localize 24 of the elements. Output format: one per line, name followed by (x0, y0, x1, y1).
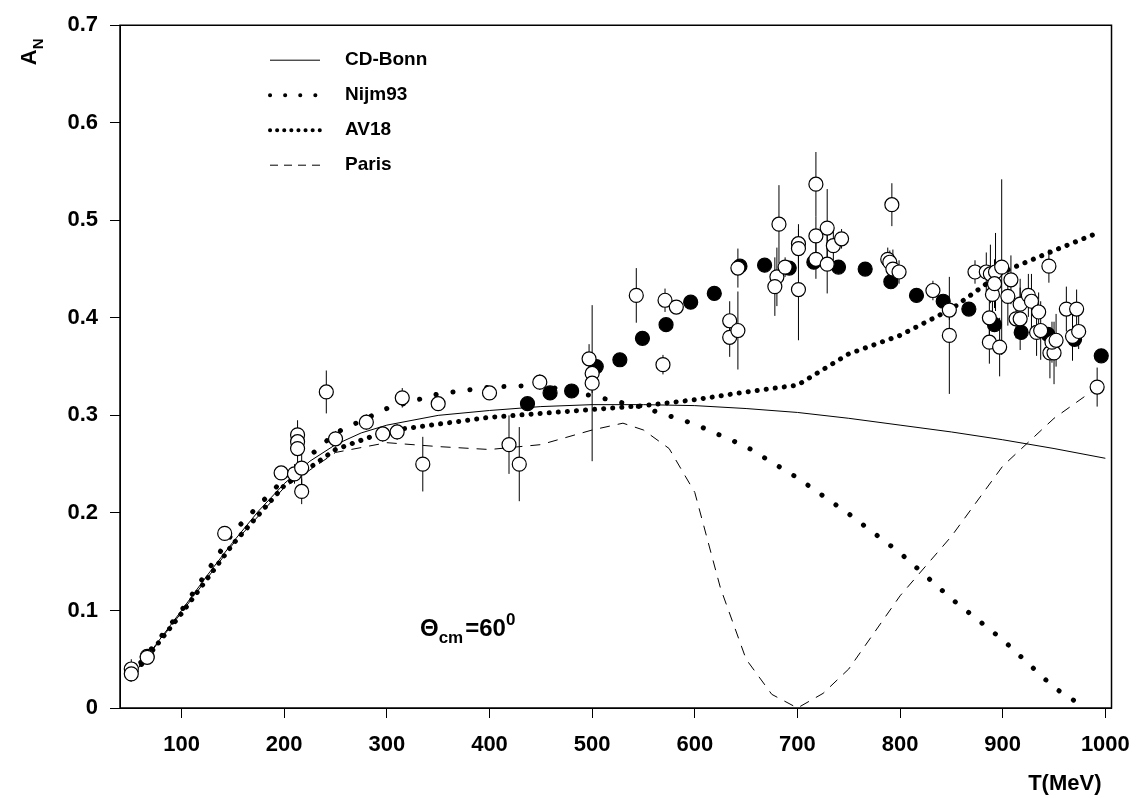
x-tick-label: 200 (265, 731, 303, 757)
x-tick-label: 500 (573, 731, 611, 757)
x-tick-label: 1000 (1080, 731, 1130, 757)
y-tick-label: 0.1 (67, 596, 98, 622)
legend-label: CD-Bonn (345, 48, 428, 70)
x-tick-label: 400 (471, 731, 508, 757)
y-tick-label: 0.7 (67, 11, 98, 37)
x-tick-label: 900 (984, 731, 1022, 757)
x-axis-title: T(MeV) (1028, 770, 1102, 795)
x-tick-label: 600 (676, 731, 714, 757)
legend-label: Paris (345, 153, 392, 175)
x-tick-label: 100 (163, 731, 200, 757)
y-axis-title: AN (16, 38, 46, 66)
x-tick-label: 700 (779, 731, 816, 757)
x-tick-label: 300 (368, 731, 406, 757)
y-tick-label: 0 (85, 694, 98, 720)
x-tick-label: 800 (881, 731, 919, 757)
legend-label: AV18 (345, 118, 392, 140)
legend-label: Nijm93 (345, 83, 408, 105)
y-tick-label: 0.5 (67, 206, 98, 232)
y-tick-label: 0.2 (67, 498, 98, 524)
y-tick-label: 0.4 (67, 303, 99, 329)
y-tick-label: 0.6 (67, 108, 98, 134)
y-tick-label: 0.3 (67, 401, 98, 427)
